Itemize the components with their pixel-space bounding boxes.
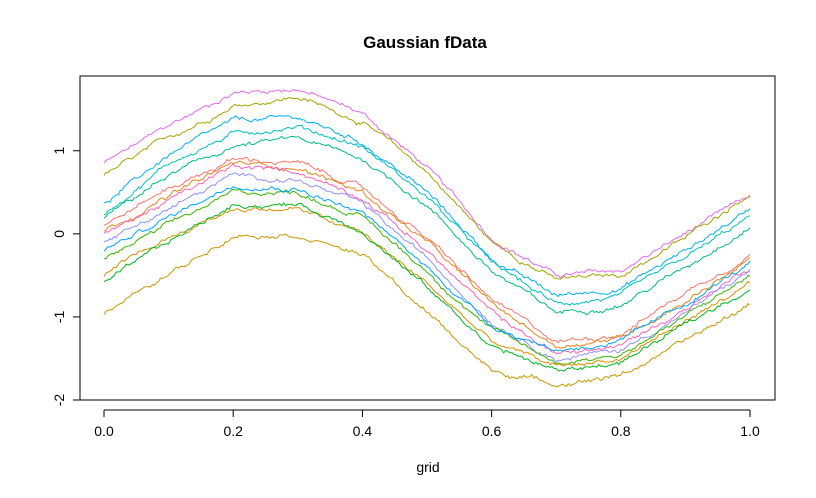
- series-line-14: [103, 233, 751, 388]
- series-group: [103, 88, 751, 388]
- x-axis: 0.0 0.2 0.4 0.6 0.8 1.0: [94, 409, 760, 439]
- series-line-9: [103, 172, 751, 363]
- series-line-3: [103, 115, 751, 298]
- series-line-2: [103, 97, 751, 280]
- plot-border: [79, 75, 776, 401]
- series-line-5: [103, 135, 751, 316]
- x-tick-label-5: 1.0: [740, 423, 760, 439]
- series-line-13: [103, 202, 751, 372]
- x-axis-label: grid: [416, 459, 439, 475]
- series-line-1: [103, 88, 751, 279]
- y-tick-label-3: 1: [51, 147, 67, 155]
- series-line-11: [103, 185, 751, 352]
- series-line-10: [103, 188, 751, 366]
- y-tick-label-0: -2: [51, 394, 67, 407]
- x-tick-label-4: 0.8: [611, 423, 631, 439]
- x-tick-label-3: 0.6: [482, 423, 502, 439]
- x-tick-label-1: 0.2: [223, 423, 243, 439]
- y-tick-label-2: 0: [51, 230, 67, 238]
- series-line-8: [103, 163, 751, 355]
- series-line-12: [103, 206, 751, 367]
- chart-title: Gaussian fData: [363, 33, 487, 52]
- y-axis: -2 -1 0 1: [51, 147, 81, 407]
- series-line-7: [103, 160, 751, 349]
- series-line-6: [103, 156, 751, 344]
- y-tick-label-1: -1: [51, 310, 67, 323]
- x-tick-label-0: 0.0: [94, 423, 114, 439]
- x-tick-label-2: 0.4: [353, 423, 373, 439]
- series-line-4: [103, 124, 751, 306]
